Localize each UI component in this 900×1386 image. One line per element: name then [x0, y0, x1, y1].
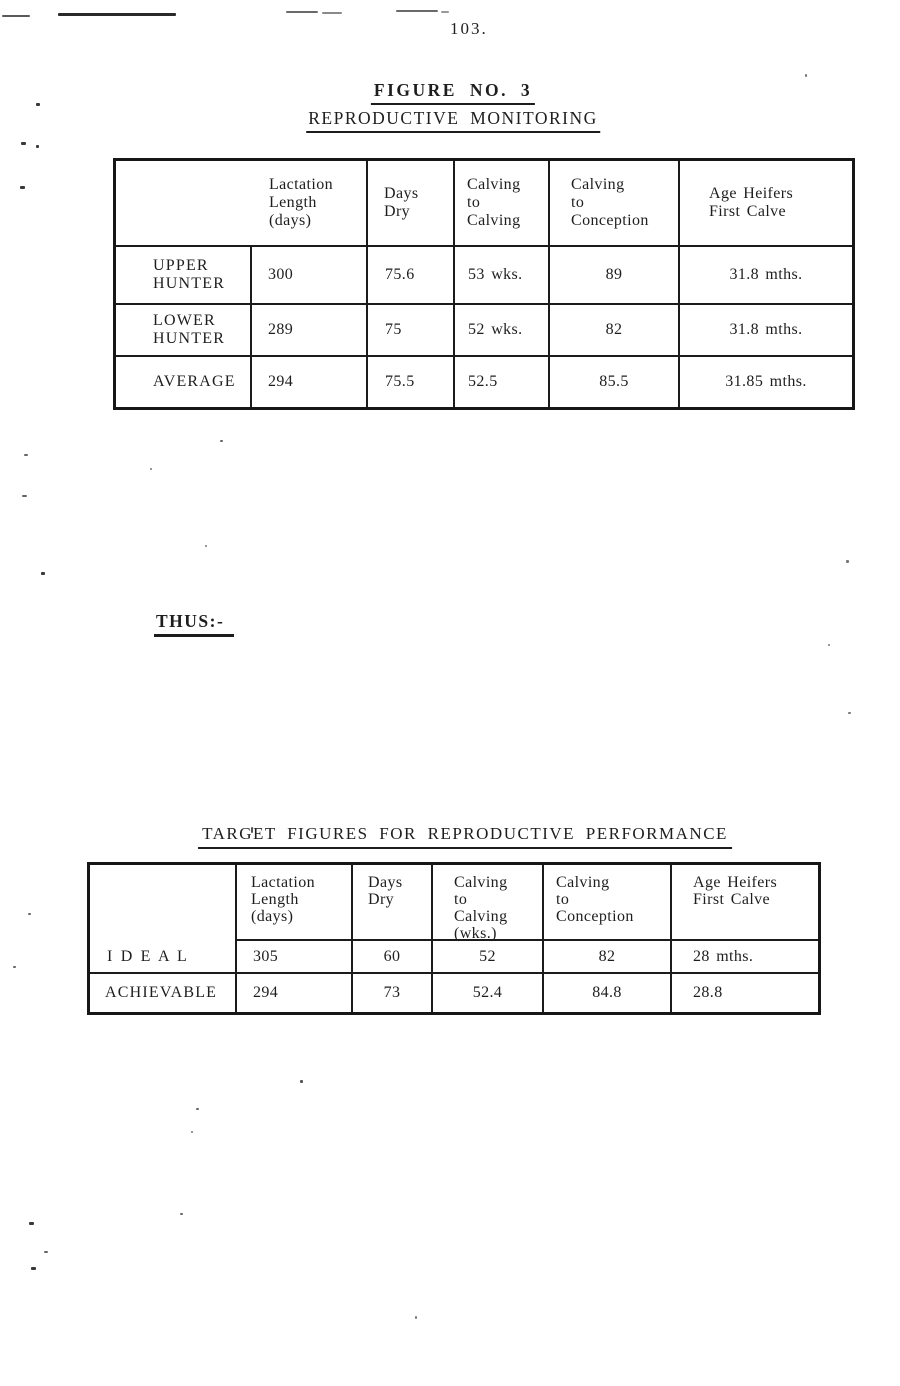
scan-speck: [13, 966, 16, 968]
scan-speck: [805, 74, 807, 77]
column-header-calving-to-calving: Calving to Calving (wks.): [433, 865, 544, 942]
scan-speck: [31, 1267, 36, 1270]
table-cell: 294: [237, 974, 353, 1012]
scan-speck: [205, 545, 207, 547]
scan-speck: [44, 1251, 48, 1253]
scan-speck: [828, 644, 830, 646]
table-cell: 294: [252, 357, 368, 407]
column-header-lactation-length: Lactation Length (days): [252, 161, 368, 247]
table-cell: 28 mths.: [672, 941, 818, 974]
scan-artifact: [396, 10, 438, 12]
scan-speck: [24, 454, 28, 456]
table-cell: 31.8 mths.: [680, 247, 852, 305]
target-table: Lactation Length (days) Days Dry Calving…: [87, 862, 821, 1015]
row-label-ideal: I D E A L: [90, 941, 237, 974]
table-cell: 84.8: [544, 974, 672, 1012]
row-label-lower-hunter: LOWER HUNTER: [116, 305, 252, 357]
scan-speck: [846, 560, 849, 563]
table-cell: 53 wks.: [455, 247, 550, 305]
table-cell: 31.8 mths.: [680, 305, 852, 357]
row-label-upper-hunter: UPPER HUNTER: [116, 247, 252, 305]
scan-speck: [300, 1080, 303, 1083]
scan-artifact: [441, 11, 449, 13]
scan-artifact: [286, 11, 318, 13]
column-header-days-dry: Days Dry: [353, 865, 433, 941]
scan-speck: [180, 1213, 183, 1215]
table-cell: 75: [368, 305, 455, 357]
table-cell: 82: [550, 305, 680, 357]
scan-speck: [20, 186, 25, 189]
page-number: 103.: [450, 19, 488, 38]
scan-speck: [29, 1222, 34, 1225]
scan-speck: [21, 142, 26, 145]
scan-speck: [36, 103, 40, 106]
column-header-calving-to-conception: Calving to Conception: [544, 865, 672, 941]
table-cell: 52.5: [455, 357, 550, 407]
table-cell: 305: [237, 941, 353, 974]
column-header-calving-to-calving: Calving to Calving: [455, 161, 550, 247]
table-cell: 52.4: [433, 974, 544, 1012]
table-cell: 75.5: [368, 357, 455, 407]
figure-title: REPRODUCTIVE MONITORING: [306, 108, 600, 133]
table-cell: 85.5: [550, 357, 680, 407]
scan-artifact: [2, 15, 30, 17]
scan-artifact: [322, 12, 342, 14]
scan-speck: [848, 712, 851, 714]
table-cell: 75.6: [368, 247, 455, 305]
column-header-age-heifers: Age Heifers First Calve: [680, 161, 852, 247]
table-cell: 300: [252, 247, 368, 305]
table-cell: 73: [353, 974, 433, 1012]
figure-label: FIGURE NO. 3: [370, 80, 536, 105]
scan-speck: [28, 913, 31, 915]
table-cell: 289: [252, 305, 368, 357]
scan-speck: [220, 440, 223, 442]
table-cell: 52: [433, 941, 544, 974]
column-header-lactation-length: Lactation Length (days): [237, 865, 353, 941]
scan-speck: [196, 1108, 199, 1110]
row-label-achievable: ACHIEVABLE: [90, 974, 237, 1012]
scan-artifact: [58, 13, 176, 16]
table-cell: 31.85 mths.: [725, 373, 807, 390]
row-label-average: AVERAGE: [116, 357, 252, 407]
table-cell: 89: [550, 247, 680, 305]
table-cell: 82: [544, 941, 672, 974]
column-header-age-heifers: Age Heifers First Calve: [672, 865, 818, 941]
scan-speck: [41, 572, 45, 575]
scan-speck: [150, 468, 152, 470]
table-corner-cell: [90, 865, 237, 941]
monitoring-table: Lactation Length (days) Days Dry Calving…: [113, 158, 855, 410]
thus-heading: THUS:-: [154, 611, 235, 637]
scan-speck: [415, 1316, 417, 1319]
table-cell: 52 wks.: [455, 305, 550, 357]
scan-speck: [191, 1131, 193, 1133]
scan-speck: [22, 495, 27, 497]
target-heading: TARGET FIGURES FOR REPRODUCTIVE PERFORMA…: [198, 824, 732, 849]
column-header-calving-to-conception: Calving to Conception: [550, 161, 680, 247]
scan-speck: [251, 827, 253, 833]
column-header-days-dry: Days Dry: [368, 161, 455, 247]
scan-speck: [36, 145, 39, 148]
table-cell: 60: [353, 941, 433, 974]
table-corner-cell: [116, 161, 252, 247]
table-cell: 28.8: [693, 984, 723, 1001]
